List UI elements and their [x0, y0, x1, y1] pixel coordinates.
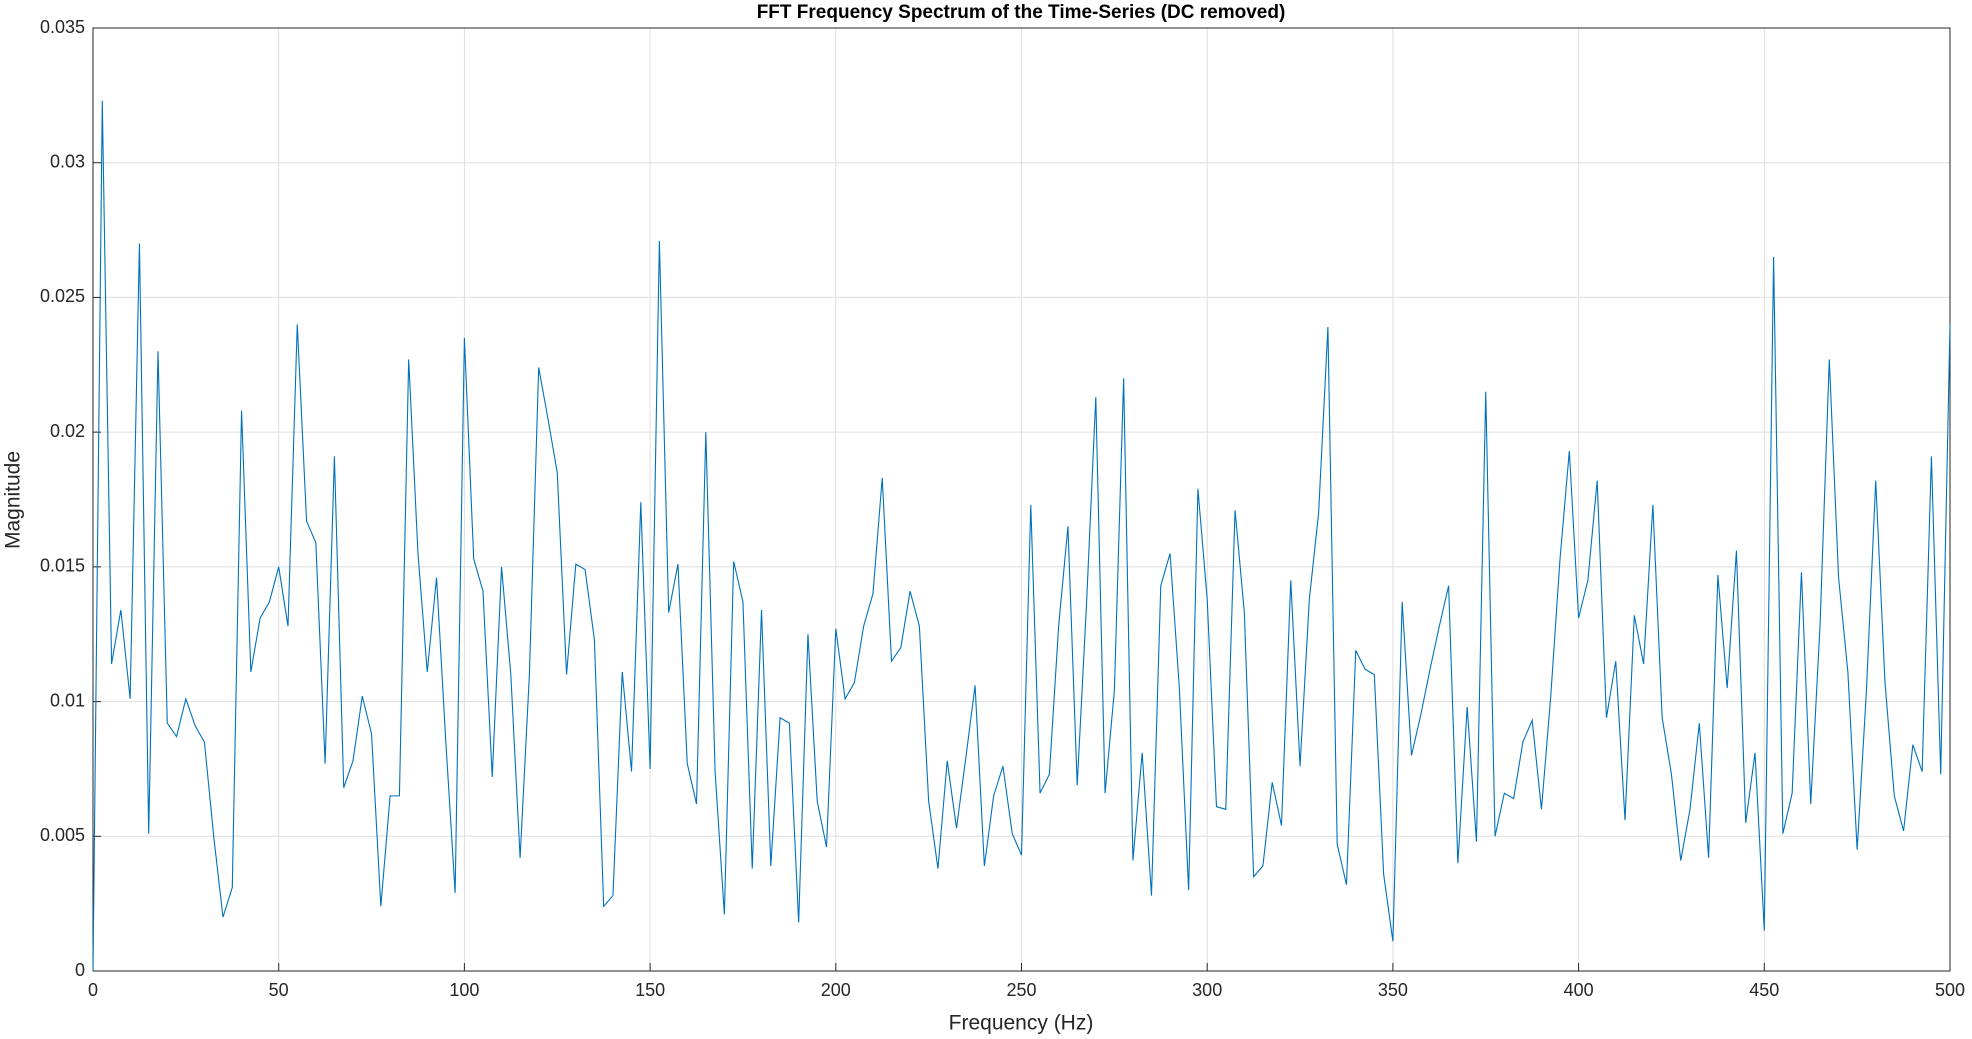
y-axis-label: Magnitude	[2, 451, 25, 549]
y-tick-label: 0.005	[40, 825, 85, 845]
x-tick-label: 500	[1935, 980, 1965, 1000]
x-tick-label: 450	[1749, 980, 1779, 1000]
x-tick-label: 0	[88, 980, 98, 1000]
x-axis-label: Frequency (Hz)	[949, 1012, 1094, 1035]
x-tick-label: 200	[821, 980, 851, 1000]
spectrum-line	[92, 100, 1951, 972]
y-tick-label: 0	[75, 960, 85, 980]
x-tick-label: 100	[449, 980, 479, 1000]
x-tick-label: 300	[1192, 980, 1222, 1000]
y-tick-label: 0.02	[50, 421, 85, 441]
x-tick-label: 150	[635, 980, 665, 1000]
x-tick-label: 250	[1006, 980, 1036, 1000]
x-tick-label: 400	[1564, 980, 1594, 1000]
x-tick-label: 50	[269, 980, 289, 1000]
x-tick-label: 350	[1378, 980, 1408, 1000]
y-tick-label: 0.03	[50, 151, 85, 171]
plot-frame	[92, 27, 1951, 972]
y-tick-label: 0.015	[40, 556, 85, 576]
chart-title: FFT Frequency Spectrum of the Time-Serie…	[757, 2, 1286, 23]
y-tick-label: 0.035	[40, 17, 85, 37]
y-tick-label: 0.01	[50, 690, 85, 710]
y-tick-label: 0.025	[40, 286, 85, 306]
